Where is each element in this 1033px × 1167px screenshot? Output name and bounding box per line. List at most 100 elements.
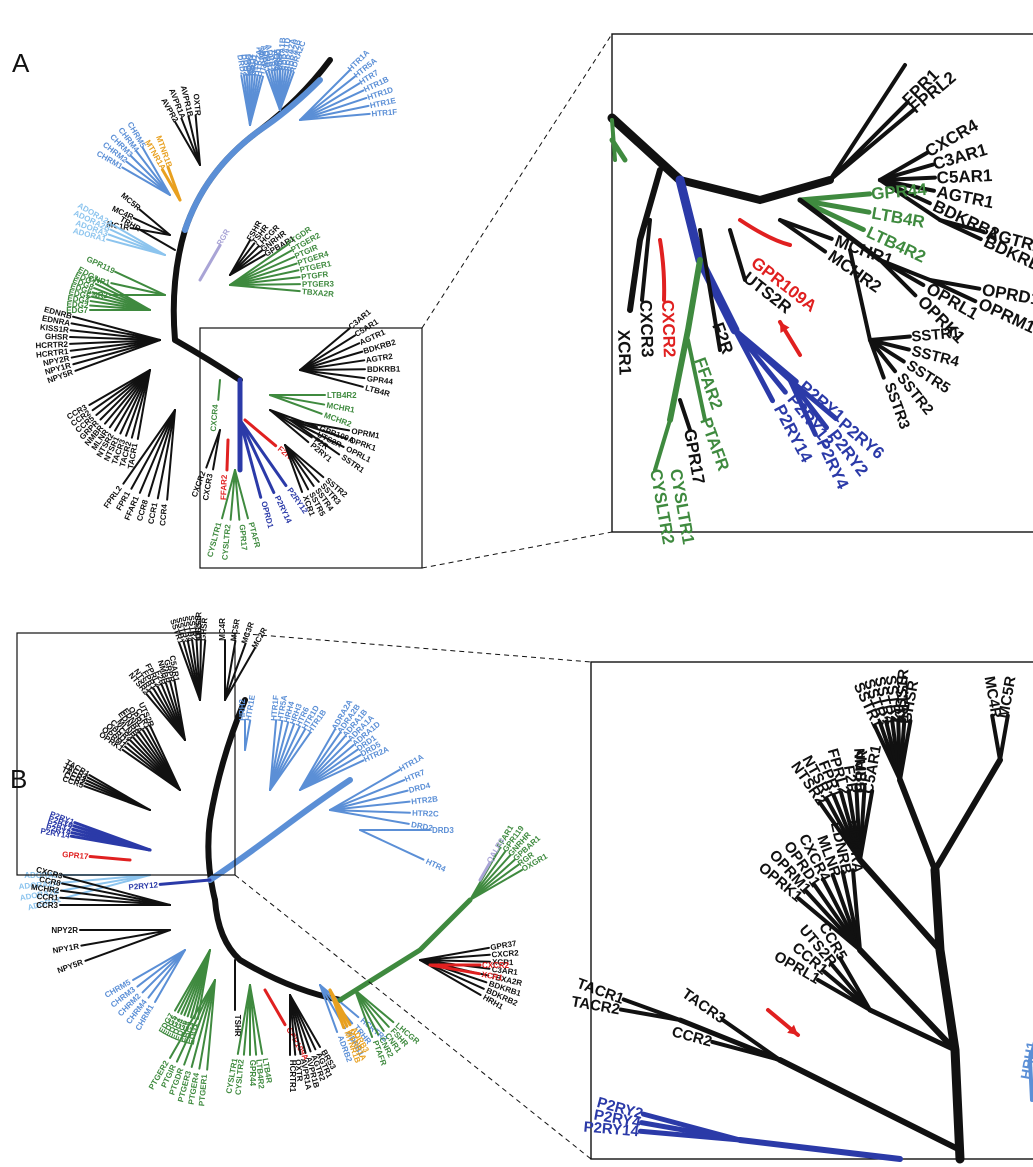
treeA-gpr44-branch [269,394,326,406]
treeB-red-label: CXCR2 [482,961,510,970]
zoomB-ccr-branch [838,956,872,1012]
treeB-npy-label: NPY1R [52,942,80,956]
treeB-ltb-label: LTB4R2 [254,1059,266,1090]
treeA-drd-label: HTR2A [251,49,264,77]
treeB-ccr-branch [62,875,171,906]
treeA-p2ry-branch [238,418,263,499]
treeB-chrm-branch [132,949,186,981]
treeA-htr1-branch [299,82,361,121]
treeB-ccr-label: CCR3 [36,901,58,910]
treeA-cnr-branch [110,282,166,296]
treeB-ltb-label: GPR44 [248,1060,257,1087]
arrow-a-head [780,322,790,333]
treeA-cnr-label: CNR2 [86,291,108,300]
treeA-opr-branch [289,419,348,440]
treeA-trhr-branch [139,229,176,251]
treeA-opr-branch [289,419,351,432]
treeB-sstr-label: SSTR5 [193,615,204,642]
treeA-fpr-branch [299,334,357,371]
treeB-chrm-branch [136,949,186,988]
treeA-p2ry-branch [238,418,276,495]
branch-red [658,238,667,302]
treeA-cysltr-branch [234,469,249,520]
blue-branch [675,175,740,335]
treeA-cysltr-label: CYSLTR2 [220,523,232,560]
treeB-ptg-branch [175,979,216,1063]
zoomB-sstr-label: SSTR2 [882,674,905,724]
treeA-avpr-branch [180,117,201,166]
zoomA-sstr-branch [868,338,898,374]
treeA-sstr-branch [284,444,315,487]
trunk [172,337,243,383]
treeA-npy-branch [70,322,161,341]
treeB-xcr-branch [419,953,491,961]
treeA-ccr-label: CCR1 [146,501,159,525]
zoomB-mc-branch [990,713,1002,762]
treeA-npy-branch [74,339,161,372]
treeB-gnrhr-branch [469,863,520,901]
treeA-sstr-branch [284,444,310,491]
treeA-fpr-label: BDKRB1 [367,365,401,374]
zoomB-ntsr-branch [858,789,875,862]
treeA-ptg-branch [229,249,293,286]
treeA-chrm-branch [121,166,171,196]
treeB-ntsr-branch [173,679,186,741]
zoomA-cx-branch [878,175,937,182]
treeB-htr2-branch [329,779,406,811]
branch [640,218,652,302]
branch-red [738,218,792,247]
treeA-ptg-label: TBXA2R [302,287,335,299]
treeB-ccr-label: CCR1 [36,892,59,902]
treeA-npy-branch [72,339,161,366]
treeB-drd-label: DRD3 [432,826,454,835]
treeB-htr2-branch [329,809,410,825]
treeA-cnr-branch [114,270,166,296]
zoomB-ntsr-label: GRPR [852,749,872,793]
treeB-npy-branch [80,929,171,947]
treeA-tacr-branch [136,369,151,440]
treeA-fpr-branch [299,359,366,371]
treeA-cxcr3-branch [205,429,221,469]
treeB-agtr-label: OXTR [293,1059,304,1082]
treeA-htr1-branch [299,96,368,121]
blue-trunk [182,77,323,233]
treeA-npy-label: HCRTR2 [35,340,68,350]
treeA-edg-branch [97,279,151,311]
branch [678,398,692,432]
branch [878,178,942,222]
zoomA-gpr44-label: GPR44 [870,180,928,204]
branch [878,258,932,282]
treeA-adr-label: HTR4 [269,50,281,72]
treeA-htr1-branch [299,69,351,121]
zoomB-tacr3-label: CCR2 [670,1023,714,1050]
treeA-drd-label: HRH2 [245,53,255,76]
treeA-avpr-branch [194,114,201,166]
treeA-rgr-branch [198,243,222,282]
treeB-tacr-branch [88,774,151,811]
treeB-ltb-branch [249,984,258,1056]
treeB-ccr-branch [59,896,171,906]
branch [777,1057,963,1153]
treeA-drd-label: HTR6 [247,55,256,77]
treeB-ptg-branch [198,979,216,1070]
connector-line-b-top [234,632,592,663]
treeB-mc-label: MC4R [218,618,227,641]
treeA-tacr-branch [104,369,151,425]
zoomA-p2ry-branch [732,327,776,404]
treeB-ptg-branch [206,979,216,1071]
treeB-htr2-branch [329,769,401,811]
zoomB-label-hrh1: HRH1 [1017,1040,1033,1081]
branch [828,63,907,182]
trunk [607,113,685,185]
treeA-ptg-branch [229,283,301,286]
connector-line-a-top [421,33,613,329]
inset-box-a [199,327,423,569]
treeA-gpr44-label: LTB4R2 [327,391,357,400]
treeB-htr-label: HTR1F [269,695,280,722]
zoomB-sstr-label: KISS1R [892,668,913,723]
treeA-ptg-branch [229,256,296,286]
treeA-gpr109a-branch [243,418,278,448]
treeA-npy-branch [70,339,161,359]
treeA-htr1-label: HTR1F [371,107,398,118]
